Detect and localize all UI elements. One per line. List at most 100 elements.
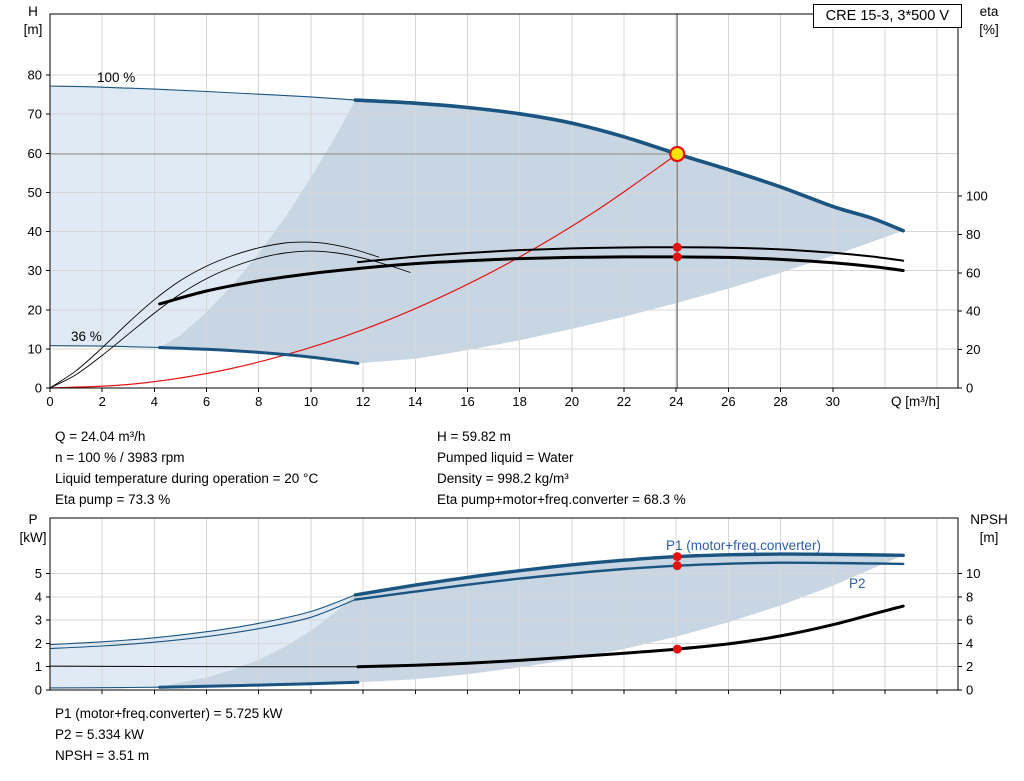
tick-label: 20 bbox=[565, 394, 579, 409]
tick-label: 40 bbox=[28, 224, 42, 239]
tick-label: 20 bbox=[966, 342, 980, 357]
tick-label: 0 bbox=[46, 394, 53, 409]
tick-label: 8 bbox=[966, 589, 973, 604]
tick-label: 4 bbox=[966, 636, 973, 651]
tick-label: 80 bbox=[966, 227, 980, 242]
head-36pct-curve bbox=[158, 346, 360, 365]
tick-label: 22 bbox=[617, 394, 631, 409]
p2-curve-label: P2 bbox=[849, 576, 866, 591]
head-axis-label: H [m] bbox=[12, 3, 54, 39]
eta-total-curve bbox=[158, 255, 905, 306]
plot-frame bbox=[49, 13, 959, 389]
head-100pct-curve bbox=[353, 98, 905, 233]
duty-point bbox=[669, 145, 686, 163]
npsh-axis-label: NPSH [m] bbox=[958, 511, 1020, 547]
head-100pct-thin bbox=[49, 85, 356, 101]
npsh-axis-unit: [m] bbox=[979, 530, 999, 545]
tick-label: 50 bbox=[28, 185, 42, 200]
eta-fan-thin-2 bbox=[49, 250, 411, 389]
p-36pct-curve bbox=[158, 680, 360, 689]
tick-label: 10 bbox=[966, 566, 980, 581]
tick-label: 60 bbox=[28, 146, 42, 161]
tick-label: 1 bbox=[35, 659, 42, 674]
info-speed: n = 100 % / 3983 rpm bbox=[55, 450, 185, 465]
tick-label: 2 bbox=[99, 394, 106, 409]
p1-point bbox=[672, 552, 682, 562]
tick-label: 5 bbox=[35, 566, 42, 581]
tick-label: 80 bbox=[28, 68, 42, 83]
system-curve-red bbox=[49, 153, 678, 389]
tick-label: 28 bbox=[773, 394, 787, 409]
p-36pct-thin bbox=[49, 686, 161, 689]
tick-label: 40 bbox=[966, 304, 980, 319]
info-eta-total: Eta pump+motor+freq.converter = 68.3 % bbox=[437, 492, 686, 507]
head-axis-symbol: H bbox=[28, 4, 38, 19]
pump-title-box: CRE 15-3, 3*500 V bbox=[812, 4, 962, 28]
flow-axis-label: Q [m³/h] bbox=[891, 394, 940, 409]
npsh-axis-symbol: NPSH bbox=[970, 512, 1008, 527]
tick-label: 12 bbox=[356, 394, 370, 409]
p2-point bbox=[672, 561, 682, 571]
tick-label: 4 bbox=[151, 394, 158, 409]
power-envelope-light bbox=[50, 594, 356, 688]
info-flow: Q = 24.04 m³/h bbox=[55, 429, 146, 444]
tick-label: 8 bbox=[255, 394, 262, 409]
tick-label: 0 bbox=[35, 381, 42, 396]
eta-fan-thin-1 bbox=[49, 241, 380, 389]
power-axis-label: P [kW] bbox=[10, 511, 56, 547]
info-p1: P1 (motor+freq.converter) = 5.725 kW bbox=[55, 706, 283, 721]
duty-info-power: P1 (motor+freq.converter) = 5.725 kW P2 … bbox=[55, 703, 282, 766]
eta-pump-point bbox=[672, 242, 682, 252]
plot-frame bbox=[49, 517, 959, 691]
npsh-curve bbox=[356, 604, 905, 669]
tick-label: 6 bbox=[966, 613, 973, 628]
duty-info-right: H = 59.82 m Pumped liquid = Water Densit… bbox=[437, 426, 686, 510]
p1-thin bbox=[49, 594, 356, 646]
tick-label: 3 bbox=[35, 613, 42, 628]
eta-total-point bbox=[672, 252, 682, 262]
eta-axis-unit: [%] bbox=[979, 22, 999, 37]
tick-label: 70 bbox=[28, 107, 42, 122]
p1-curve-label: P1 (motor+freq.converter) bbox=[666, 538, 821, 553]
head-axis-unit: [m] bbox=[23, 22, 43, 37]
tick-label: 30 bbox=[826, 394, 840, 409]
npsh-point bbox=[672, 644, 682, 654]
power-axis-unit: [kW] bbox=[19, 530, 47, 545]
tick-label: 100 bbox=[966, 189, 988, 204]
tick-label: 10 bbox=[304, 394, 318, 409]
duty-info-left: Q = 24.04 m³/h n = 100 % / 3983 rpm Liqu… bbox=[55, 426, 318, 510]
power-axis-symbol: P bbox=[28, 512, 38, 527]
tick-label: 18 bbox=[512, 394, 526, 409]
tick-label: 24 bbox=[669, 394, 683, 409]
npsh-thin bbox=[49, 665, 359, 668]
tick-label: 14 bbox=[408, 394, 422, 409]
info-pumped-liquid: Pumped liquid = Water bbox=[437, 450, 574, 465]
info-density: Density = 998.2 kg/m³ bbox=[437, 471, 569, 486]
power-envelope bbox=[159, 554, 904, 688]
tick-label: 4 bbox=[35, 589, 42, 604]
eta-axis-label: eta [%] bbox=[962, 3, 1016, 39]
tick-label: 6 bbox=[203, 394, 210, 409]
p2-thin bbox=[49, 599, 356, 650]
tick-label: 2 bbox=[966, 659, 973, 674]
speed-36pct-label: 36 % bbox=[71, 329, 102, 344]
tick-label: 60 bbox=[966, 265, 980, 280]
eta-axis-symbol: eta bbox=[979, 4, 999, 19]
info-liquid-temp: Liquid temperature during operation = 20… bbox=[55, 471, 319, 486]
tick-label: 2 bbox=[35, 636, 42, 651]
eta-pump-curve bbox=[356, 246, 905, 264]
info-p2: P2 = 5.334 kW bbox=[55, 727, 144, 742]
tick-label: 20 bbox=[28, 302, 42, 317]
tick-label: 0 bbox=[966, 683, 973, 698]
speed-100pct-label: 100 % bbox=[97, 70, 136, 85]
tick-label: 0 bbox=[966, 381, 973, 396]
info-eta-pump: Eta pump = 73.3 % bbox=[55, 492, 171, 507]
speed-envelope-light bbox=[50, 86, 356, 348]
head-36pct-thin bbox=[49, 345, 161, 349]
tick-label: 16 bbox=[460, 394, 474, 409]
tick-label: 30 bbox=[28, 263, 42, 278]
info-head: H = 59.82 m bbox=[437, 429, 511, 444]
tick-label: 10 bbox=[28, 341, 42, 356]
